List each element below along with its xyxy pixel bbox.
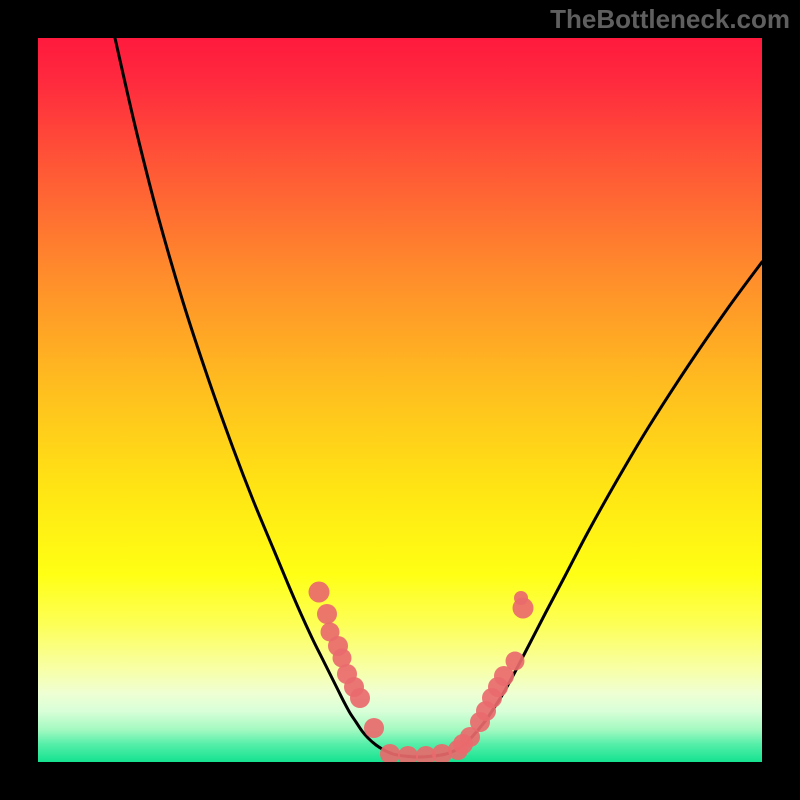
data-marker <box>380 744 400 762</box>
data-marker <box>309 582 330 603</box>
data-marker <box>317 604 337 624</box>
data-markers <box>309 582 534 763</box>
data-marker <box>364 718 384 738</box>
data-marker <box>506 652 525 671</box>
curve-layer <box>38 38 762 762</box>
data-marker <box>514 591 528 605</box>
data-marker <box>398 746 418 762</box>
chart-frame: TheBottleneck.com <box>0 0 800 800</box>
plot-area <box>38 38 762 762</box>
v-curve <box>115 38 762 757</box>
data-marker <box>350 688 370 708</box>
watermark-label: TheBottleneck.com <box>550 4 790 35</box>
